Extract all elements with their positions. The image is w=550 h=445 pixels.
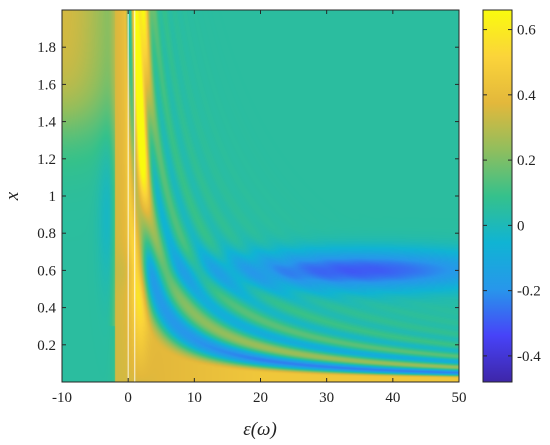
y-tick-label: 1.6 (37, 77, 56, 93)
y-tick-label: 1.4 (37, 115, 56, 131)
y-tick-label: 0.2 (37, 338, 56, 354)
x-tick-label: 30 (319, 390, 334, 406)
y-tick-label: 0.6 (37, 263, 56, 279)
colorbar-tick-label: 0 (517, 218, 525, 234)
y-tick-label: 0.4 (37, 301, 56, 317)
x-axis-ticks: -10 0 10 20 30 40 50 (52, 10, 467, 406)
colorbar-tick-label: 0.6 (517, 23, 536, 39)
heatmap-plot-area (62, 10, 459, 382)
x-axis-label: ε(ω) (243, 419, 277, 440)
x-tick-label: -10 (52, 390, 72, 406)
y-axis-label: x (2, 191, 23, 201)
colorbar-ticks: -0.4 -0.2 0 0.2 0.4 0.6 (483, 23, 541, 365)
y-tick-label: 1.8 (37, 40, 56, 56)
y-axis-ticks: 0.2 0.4 0.6 0.8 1 1.2 1.4 1.6 1.8 (37, 40, 459, 354)
x-tick-label: 40 (385, 390, 400, 406)
x-tick-label: 10 (187, 390, 202, 406)
colorbar-tick-label: 0.2 (517, 153, 536, 169)
y-tick-label: 1.2 (37, 152, 56, 168)
colorbar (482, 9, 513, 383)
y-tick-label: 1 (49, 189, 57, 205)
x-tick-label: 20 (253, 390, 268, 406)
vertical-lines-group (127, 10, 136, 382)
colorbar-tick-label: 0.4 (517, 88, 536, 104)
colorbar-tick-label: -0.2 (517, 284, 541, 300)
x-tick-label: 50 (452, 390, 467, 406)
x-tick-label: 0 (124, 390, 132, 406)
y-tick-label: 0.8 (37, 226, 56, 242)
colorbar-tick-label: -0.4 (517, 349, 541, 365)
